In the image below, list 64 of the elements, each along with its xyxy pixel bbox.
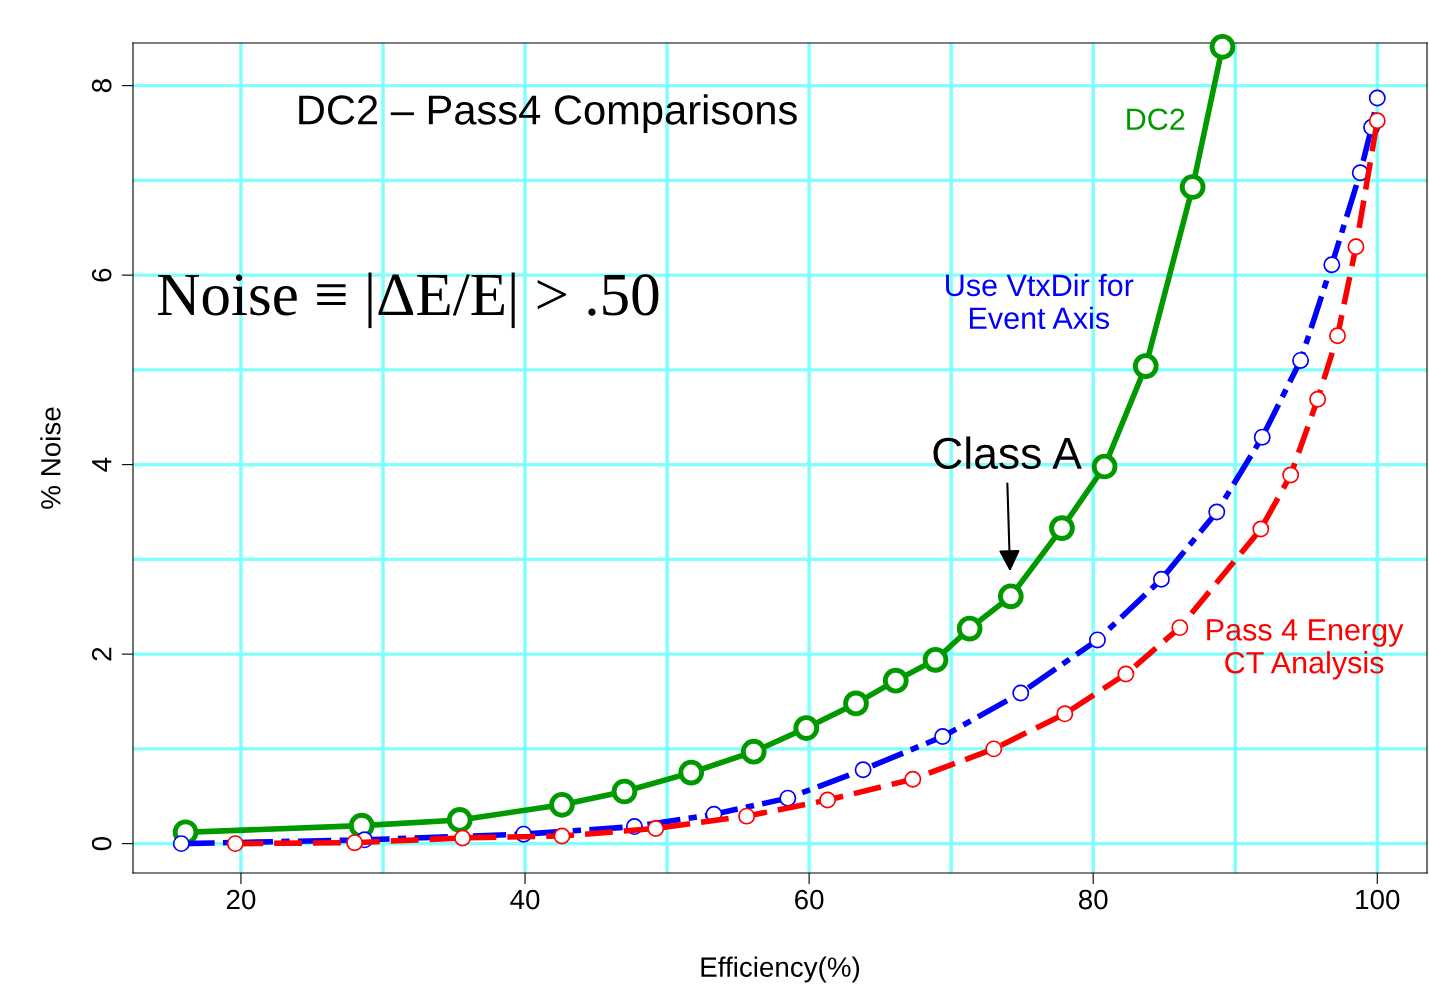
point <box>956 615 983 642</box>
point <box>1253 428 1271 446</box>
x-tick-label: 100 <box>1356 889 1400 910</box>
point <box>1292 351 1310 369</box>
point <box>611 778 638 805</box>
point <box>1209 33 1236 60</box>
point <box>1088 631 1106 649</box>
point <box>1171 619 1189 637</box>
point <box>678 759 705 786</box>
point <box>1091 453 1118 480</box>
point <box>854 761 872 779</box>
y-axis-title: % Noise <box>40 407 61 509</box>
x-tick-label: 60 <box>795 889 824 910</box>
point <box>934 728 952 746</box>
x-axis-title: Efficiency(%) <box>701 956 860 983</box>
point <box>904 770 922 788</box>
point <box>1049 515 1075 541</box>
point <box>647 819 665 837</box>
point <box>738 807 756 825</box>
text: Use VtxDir for Event Axis <box>946 273 1134 330</box>
point <box>1152 570 1170 588</box>
text: DC2 – Pass4 Comparisons <box>299 94 797 133</box>
point <box>1309 390 1327 408</box>
y-tick-label: 0 <box>91 836 112 851</box>
point <box>793 715 820 741</box>
point <box>549 791 575 818</box>
y-tick-label: 4 <box>92 457 112 472</box>
point <box>226 835 244 853</box>
point <box>1347 238 1365 256</box>
point <box>1252 520 1270 538</box>
y-tick-label: 8 <box>91 79 112 93</box>
point <box>1282 466 1300 484</box>
point <box>882 667 909 694</box>
point <box>843 690 869 717</box>
x-tick-label: 40 <box>510 889 540 910</box>
point <box>1368 112 1386 130</box>
point <box>1329 327 1346 345</box>
point <box>1179 174 1206 200</box>
point <box>1368 89 1386 107</box>
point <box>553 827 571 845</box>
point <box>1012 684 1030 702</box>
point <box>819 791 837 809</box>
x-tick-label: 80 <box>1078 889 1108 910</box>
point <box>1323 256 1341 274</box>
point <box>997 583 1024 610</box>
point <box>1208 503 1226 521</box>
point <box>1117 665 1135 683</box>
annotation: Class A <box>933 436 1082 470</box>
point <box>985 740 1003 758</box>
point <box>740 738 767 765</box>
series-label: Pass 4 Energy CT Analysis <box>1207 619 1404 680</box>
point <box>172 835 190 853</box>
y-tick-label: 2 <box>91 647 112 661</box>
point <box>922 646 949 673</box>
point <box>346 834 364 852</box>
point <box>446 807 473 833</box>
annotation: Noise ≡ |ΔE/E| > .50 <box>158 272 659 329</box>
x-tick-label: 20 <box>226 889 256 910</box>
y-tick-label: 6 <box>91 268 112 282</box>
point <box>779 789 797 807</box>
point <box>1132 353 1159 379</box>
point <box>454 829 472 847</box>
series-label: DC2 <box>1127 108 1185 131</box>
point <box>1056 705 1074 723</box>
